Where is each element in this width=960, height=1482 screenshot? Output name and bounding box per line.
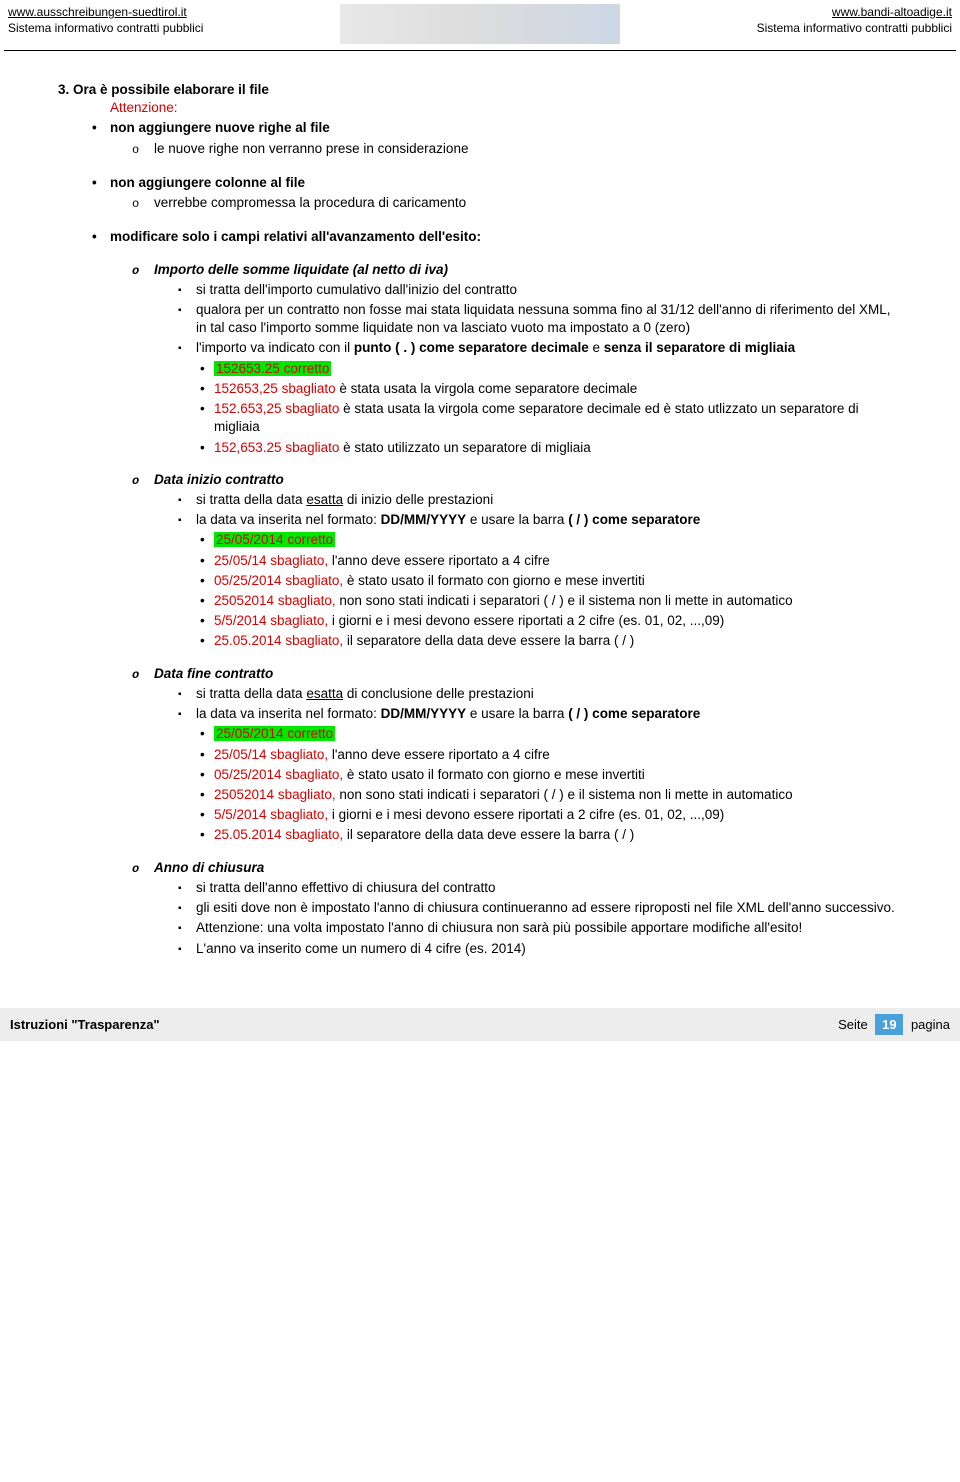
header-image: [340, 4, 620, 44]
warning-label: Attenzione:: [110, 99, 902, 117]
inizio-ex-wrong-2: 05/25/2014 sbagliato, è stato usato il f…: [214, 572, 902, 590]
inizio-note-2: la data va inserita nel formato: DD/MM/Y…: [196, 511, 902, 529]
header-left: www.ausschreibungen-suedtirol.it Sistema…: [8, 4, 203, 36]
inizio-ex-correct: 25/05/2014 corretto: [214, 531, 902, 549]
fine-ex-wrong-1: 25/05/14 sbagliato, l'anno deve essere r…: [214, 746, 902, 764]
header-right-url[interactable]: www.bandi-altoadige.it: [757, 4, 952, 20]
importo-ex-wrong-2: 152.653,25 sbagliato è stata usata la vi…: [214, 400, 902, 436]
page-number: 19: [875, 1014, 903, 1036]
inizio-ex-wrong-4: 5/5/2014 sbagliato, i giorni e i mesi de…: [214, 612, 902, 630]
rule-no-columns-reason: verrebbe compromessa la procedura di car…: [154, 194, 902, 212]
footer-pagina: pagina: [911, 1017, 950, 1032]
header-right-sub: Sistema informativo contratti pubblici: [757, 20, 952, 36]
importo-note-3: l'importo va indicato con il punto ( . )…: [196, 339, 902, 357]
section-number: 3.: [58, 82, 69, 97]
importo-note-1: si tratta dell'importo cumulativo dall'i…: [196, 281, 902, 299]
header-left-sub: Sistema informativo contratti pubblici: [8, 20, 203, 36]
importo-ex-wrong-3: 152,653.25 sbagliato è stato utilizzato …: [214, 439, 902, 457]
importo-ex-correct: 152653.25 corretto: [214, 360, 902, 378]
section-3-title: 3. Ora è possibile elaborare il file: [58, 81, 902, 99]
fine-note-1: si tratta della data esatta di conclusio…: [196, 685, 902, 703]
rule-no-columns: non aggiungere colonne al file: [110, 174, 902, 192]
anno-note-4: L'anno va inserito come un numero di 4 c…: [196, 940, 902, 958]
field-inizio-head: Data inizio contratto: [154, 471, 902, 489]
rule-no-rows: non aggiungere nuove righe al file: [110, 119, 902, 137]
section-title: Ora è possibile elaborare il file: [73, 82, 269, 97]
field-fine-head: Data fine contratto: [154, 665, 902, 683]
fine-note-2: la data va inserita nel formato: DD/MM/Y…: [196, 705, 902, 723]
field-importo-head: Importo delle somme liquidate (al netto …: [154, 261, 902, 279]
footer-seite: Seite: [838, 1017, 868, 1032]
fine-ex-wrong-2: 05/25/2014 sbagliato, è stato usato il f…: [214, 766, 902, 784]
anno-note-2: gli esiti dove non è impostato l'anno di…: [196, 899, 902, 917]
page-header: www.ausschreibungen-suedtirol.it Sistema…: [0, 0, 960, 46]
document-body: 3. Ora è possibile elaborare il file Att…: [0, 51, 960, 958]
importo-ex-wrong-1: 152653,25 sbagliato è stata usata la vir…: [214, 380, 902, 398]
fine-ex-wrong-5: 25.05.2014 sbagliato, il separatore dell…: [214, 826, 902, 844]
fine-ex-wrong-4: 5/5/2014 sbagliato, i giorni e i mesi de…: [214, 806, 902, 824]
fine-ex-correct: 25/05/2014 corretto: [214, 725, 902, 743]
rule-no-rows-reason: le nuove righe non verranno prese in con…: [154, 140, 902, 158]
fine-ex-wrong-3: 25052014 sbagliato, non sono stati indic…: [214, 786, 902, 804]
footer-title: Istruzioni "Trasparenza": [10, 1016, 160, 1034]
header-right: www.bandi-altoadige.it Sistema informati…: [757, 4, 952, 36]
field-anno-head: Anno di chiusura: [154, 859, 902, 877]
anno-note-1: si tratta dell'anno effettivo di chiusur…: [196, 879, 902, 897]
inizio-ex-wrong-5: 25.05.2014 sbagliato, il separatore dell…: [214, 632, 902, 650]
inizio-ex-wrong-1: 25/05/14 sbagliato, l'anno deve essere r…: [214, 552, 902, 570]
inizio-ex-wrong-3: 25052014 sbagliato, non sono stati indic…: [214, 592, 902, 610]
anno-note-3: Attenzione: una volta impostato l'anno d…: [196, 919, 902, 937]
page-footer: Istruzioni "Trasparenza" Seite 19 pagina: [0, 1008, 960, 1042]
footer-page: Seite 19 pagina: [838, 1014, 950, 1036]
inizio-note-1: si tratta della data esatta di inizio de…: [196, 491, 902, 509]
header-left-url[interactable]: www.ausschreibungen-suedtirol.it: [8, 4, 203, 20]
importo-note-2: qualora per un contratto non fosse mai s…: [196, 301, 902, 337]
rule-modify-fields: modificare solo i campi relativi all'ava…: [110, 228, 902, 246]
